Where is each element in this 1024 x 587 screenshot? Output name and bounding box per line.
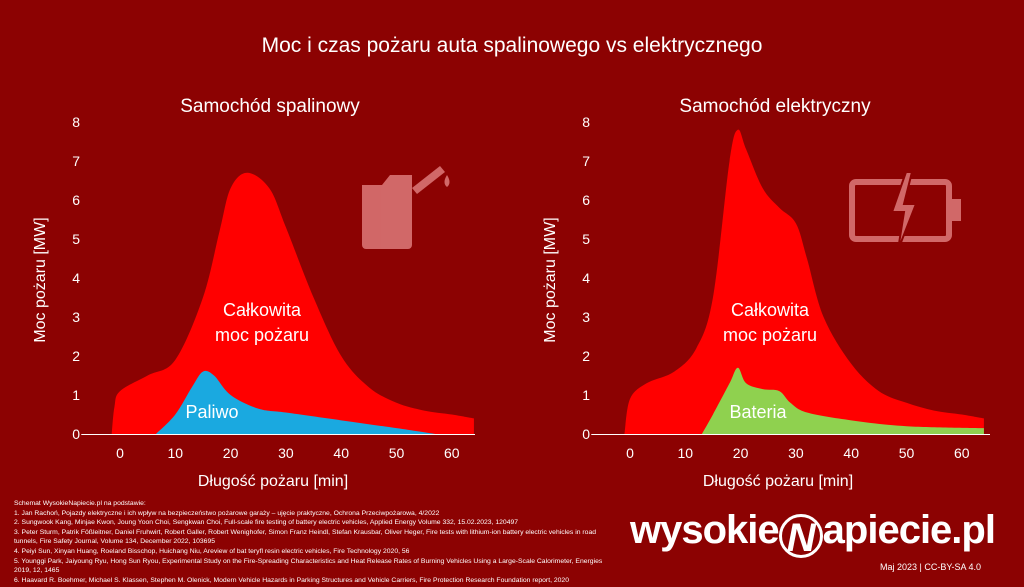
y-tick-label: 0 — [72, 426, 80, 442]
reference-item: 5. Younggi Park, Jaiyoung Ryu, Hong Sun … — [14, 557, 603, 565]
x-tick-label: 0 — [116, 445, 124, 461]
y-tick-label: 2 — [72, 348, 80, 364]
references-heading: Schemat WysokieNapiecie.pl na podstawie: — [14, 500, 146, 507]
fuel-drop — [444, 175, 450, 187]
series-label: Całkowita — [731, 300, 810, 320]
x-tick-label: 30 — [788, 445, 804, 461]
x-tick-label: 0 — [626, 445, 634, 461]
x-tick-label: 30 — [278, 445, 294, 461]
logo-text-left: wysokie — [630, 508, 780, 552]
fuel-canister-icon — [362, 166, 450, 249]
y-tick-label: 5 — [72, 231, 80, 247]
y-tick-label: 6 — [582, 192, 590, 208]
battery-terminal — [951, 199, 961, 221]
x-tick-label: 40 — [333, 445, 349, 461]
y-tick-label: 8 — [72, 114, 80, 130]
x-tick-label: 10 — [168, 445, 184, 461]
x-tick-label: 60 — [954, 445, 970, 461]
x-axis-label: Długość pożaru [min] — [703, 473, 853, 490]
reference-item: 2019, 12, 1465 — [14, 567, 60, 575]
canister-body — [362, 175, 412, 249]
y-tick-label: 1 — [582, 387, 590, 403]
reference-item: 2. Sungwook Kang, Minjae Kwon, Joung Yoo… — [14, 519, 519, 527]
series-label: Paliwo — [185, 402, 238, 422]
series-label: moc pożaru — [723, 325, 817, 345]
y-tick-label: 0 — [582, 426, 590, 442]
y-tick-label: 1 — [72, 387, 80, 403]
battery-lightning-icon — [849, 171, 961, 251]
y-tick-label: 6 — [72, 192, 80, 208]
x-tick-label: 50 — [389, 445, 405, 461]
series-label: moc pożaru — [215, 325, 309, 345]
license-date: Maj 2023 | CC-BY-SA 4.0 — [880, 562, 982, 572]
y-tick-label: 4 — [582, 270, 590, 286]
reference-item: tunnels, Fire Safety Journal, Volume 134… — [14, 538, 216, 546]
x-tick-label: 60 — [444, 445, 460, 461]
y-axis-label: Moc pożaru [MW] — [32, 217, 49, 342]
total-power-area — [111, 172, 474, 434]
x-tick-label: 40 — [843, 445, 859, 461]
lightning-bolt — [890, 171, 918, 251]
y-tick-label: 7 — [582, 153, 590, 169]
y-tick-label: 8 — [582, 114, 590, 130]
chart-1: Samochód elektryczny 0 1 2 3 4 5 6 7 8 0 10 20 30 40 50… — [542, 96, 990, 490]
x-tick-label: 20 — [223, 445, 239, 461]
logo-n-icon: N — [778, 514, 823, 559]
chart-title: Samochód elektryczny — [679, 96, 871, 117]
y-tick-label: 3 — [72, 309, 80, 325]
total-power-area — [624, 129, 984, 434]
series-label: Bateria — [729, 402, 787, 422]
references: Schemat WysokieNapiecie.pl na podstawie:… — [14, 499, 614, 585]
x-axis-label: Długość pożaru [min] — [198, 473, 348, 490]
reference-item: 4. Peiyi Sun, Xinyan Huang, Roeland Biss… — [14, 547, 410, 555]
x-tick-label: 10 — [678, 445, 694, 461]
y-tick-label: 5 — [582, 231, 590, 247]
reference-item: 3. Peter Sturm, Patrik Fößleitner, Danie… — [14, 528, 596, 536]
y-tick-label: 3 — [582, 309, 590, 325]
x-tick-label: 50 — [899, 445, 915, 461]
reference-item: 1. Jan Rachoń, Pojazdy elektryczne i ich… — [14, 509, 440, 517]
chart-title: Samochód spalinowy — [180, 96, 360, 117]
page-title: Moc i czas pożaru auta spalinowego vs el… — [261, 34, 763, 57]
logo-text-right: apiecie.pl — [822, 508, 996, 552]
canister-spout — [412, 166, 445, 194]
chart-0: Samochód spalinowy 0 1 2 3 4 5 6 7 8 0 10 20 30 40 50 60… — [32, 96, 475, 490]
y-tick-label: 7 — [72, 153, 80, 169]
y-axis-label: Moc pożaru [MW] — [542, 217, 559, 342]
fuel-area — [155, 370, 436, 434]
x-tick-label: 20 — [733, 445, 749, 461]
y-tick-label: 2 — [582, 348, 590, 364]
y-tick-label: 4 — [72, 270, 80, 286]
series-label: Całkowita — [223, 300, 302, 320]
battery-area — [701, 367, 984, 434]
reference-item: 6. Haavard R. Boehmer, Michael S. Klasse… — [14, 576, 569, 584]
